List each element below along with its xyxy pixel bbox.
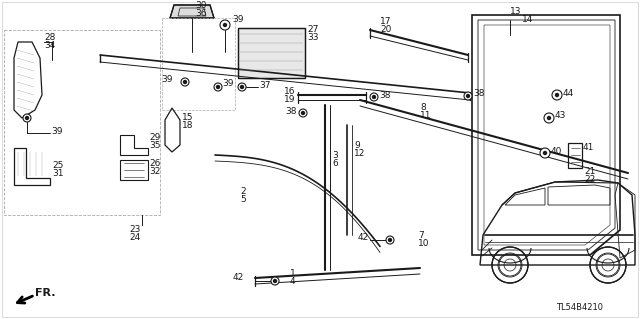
- Text: 43: 43: [555, 112, 566, 121]
- Text: 31: 31: [52, 168, 63, 177]
- Text: 42: 42: [358, 233, 369, 241]
- Text: 34: 34: [44, 41, 56, 50]
- Circle shape: [223, 24, 227, 26]
- Circle shape: [388, 239, 392, 241]
- Circle shape: [543, 152, 547, 154]
- Text: 17: 17: [380, 18, 392, 26]
- Text: 26: 26: [149, 159, 161, 167]
- Circle shape: [372, 95, 376, 99]
- Text: 4: 4: [290, 278, 296, 286]
- Circle shape: [370, 93, 378, 101]
- Circle shape: [386, 236, 394, 244]
- Text: 8: 8: [420, 103, 426, 113]
- Text: 11: 11: [420, 112, 431, 121]
- Text: 13: 13: [510, 8, 522, 17]
- Circle shape: [467, 94, 470, 98]
- Text: 33: 33: [307, 33, 319, 42]
- Text: 39: 39: [222, 79, 234, 88]
- Text: 35: 35: [149, 142, 161, 151]
- Text: 44: 44: [563, 88, 574, 98]
- Circle shape: [301, 112, 305, 115]
- Text: 7: 7: [418, 231, 424, 240]
- Circle shape: [552, 90, 562, 100]
- Text: 20: 20: [380, 26, 392, 34]
- Circle shape: [299, 109, 307, 117]
- Text: 40: 40: [551, 146, 563, 155]
- Text: 9: 9: [354, 140, 360, 150]
- Circle shape: [547, 116, 550, 120]
- Text: 38: 38: [379, 91, 390, 100]
- Circle shape: [181, 78, 189, 86]
- Circle shape: [238, 83, 246, 91]
- Text: 24: 24: [129, 234, 141, 242]
- Text: 1: 1: [290, 270, 296, 278]
- Circle shape: [271, 277, 279, 285]
- Text: 41: 41: [583, 144, 595, 152]
- Text: 38: 38: [473, 90, 484, 99]
- Text: TL54B4210: TL54B4210: [556, 303, 603, 313]
- Text: 32: 32: [149, 167, 161, 175]
- Text: 12: 12: [354, 149, 365, 158]
- Circle shape: [464, 92, 472, 100]
- Text: 30: 30: [195, 2, 207, 11]
- Text: 42: 42: [233, 273, 244, 283]
- Text: 2: 2: [240, 188, 246, 197]
- Text: 21: 21: [584, 167, 595, 176]
- Circle shape: [241, 85, 243, 88]
- Circle shape: [556, 93, 559, 97]
- Text: FR.: FR.: [35, 288, 56, 298]
- Polygon shape: [170, 5, 214, 18]
- Text: 39: 39: [161, 76, 173, 85]
- Polygon shape: [238, 28, 305, 78]
- Text: 10: 10: [418, 239, 429, 248]
- Text: 14: 14: [522, 16, 533, 25]
- Circle shape: [220, 20, 230, 30]
- Text: 6: 6: [332, 159, 338, 167]
- Text: 19: 19: [284, 95, 296, 105]
- Circle shape: [216, 85, 220, 88]
- Text: 3: 3: [332, 151, 338, 160]
- Text: 28: 28: [44, 33, 56, 42]
- Text: 5: 5: [240, 196, 246, 204]
- Text: 18: 18: [182, 122, 193, 130]
- Circle shape: [23, 114, 31, 122]
- Text: 25: 25: [52, 160, 63, 169]
- Text: 39: 39: [232, 14, 243, 24]
- Circle shape: [184, 80, 186, 84]
- Text: 36: 36: [195, 10, 207, 19]
- Circle shape: [540, 148, 550, 158]
- Circle shape: [214, 83, 222, 91]
- Text: 29: 29: [149, 133, 161, 143]
- Text: 39: 39: [51, 128, 63, 137]
- Text: 37: 37: [259, 80, 271, 90]
- Circle shape: [273, 279, 276, 283]
- Text: 38: 38: [285, 107, 296, 115]
- Text: 15: 15: [182, 114, 193, 122]
- Text: 16: 16: [284, 87, 296, 97]
- Circle shape: [26, 116, 29, 120]
- Text: 22: 22: [584, 175, 595, 184]
- Text: 27: 27: [307, 26, 318, 34]
- Text: 23: 23: [129, 226, 141, 234]
- Circle shape: [544, 113, 554, 123]
